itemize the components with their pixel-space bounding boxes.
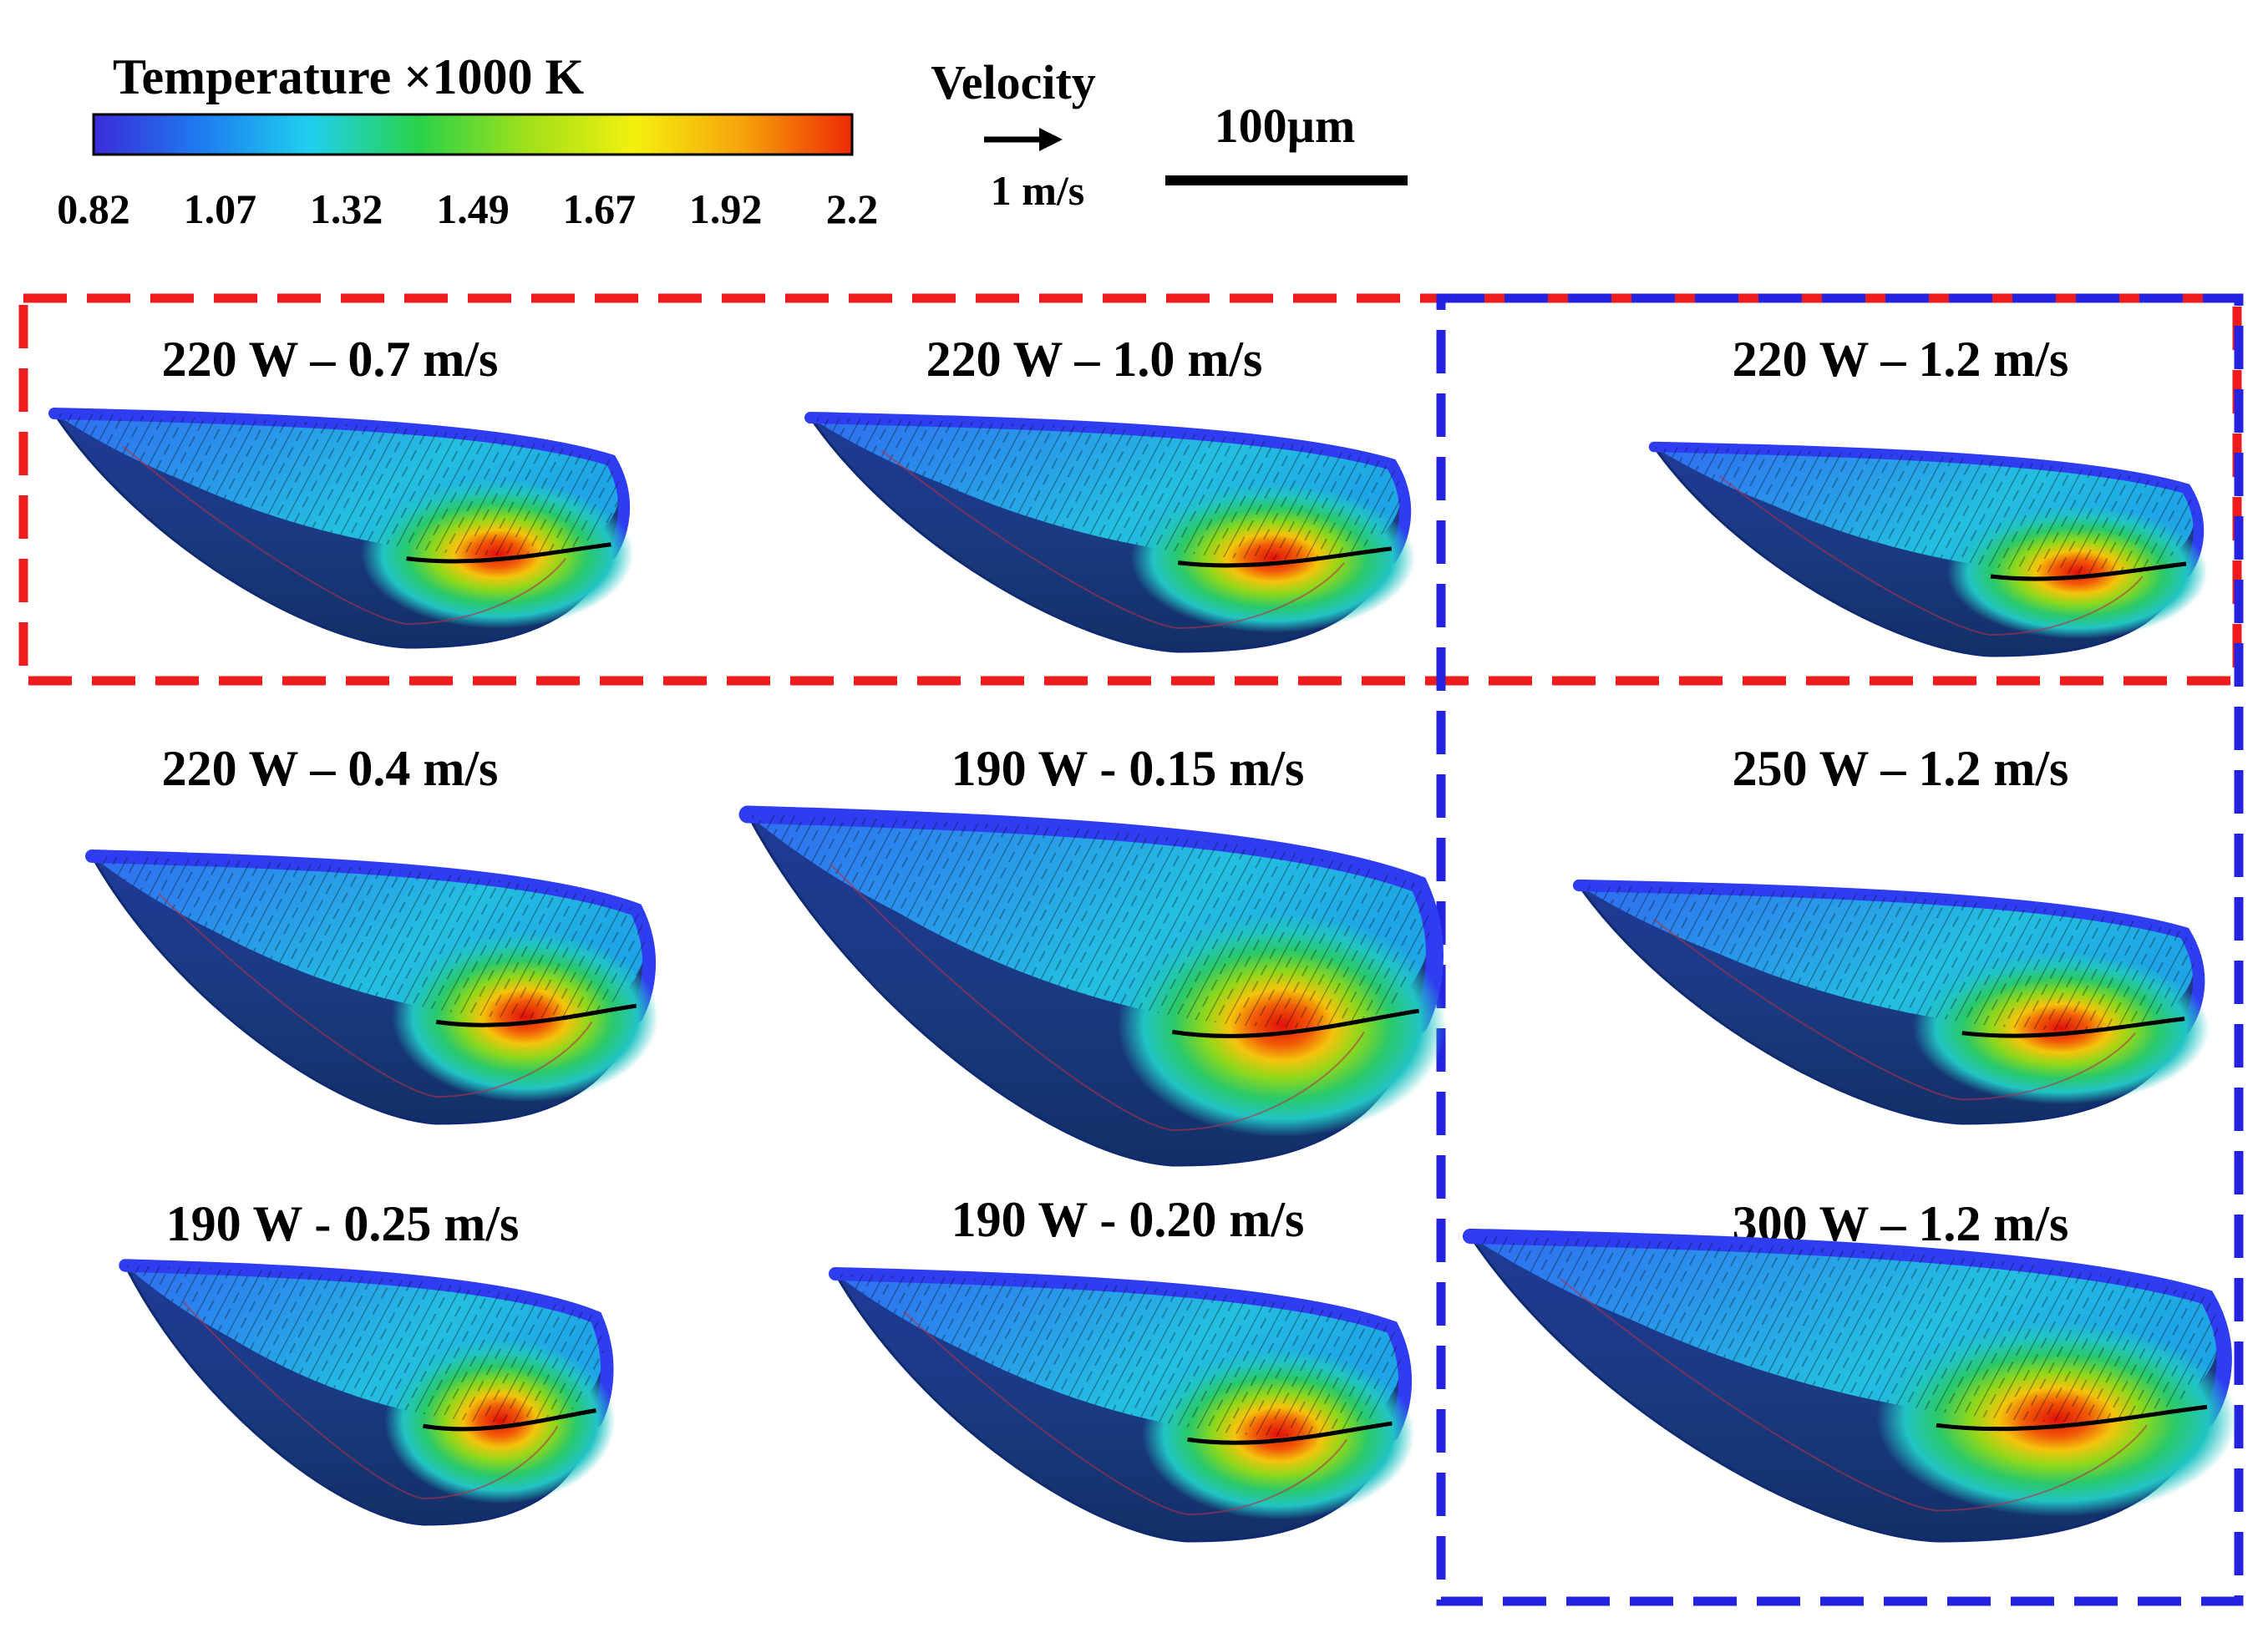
melt-pool-panel: 220 W – 1.2 m/s bbox=[1648, 332, 2208, 657]
pool-condition-label: 220 W – 0.4 m/s bbox=[162, 741, 499, 796]
velocity-legend: Velocity 1 m/s bbox=[931, 55, 1096, 214]
pool-velocity-vectors bbox=[125, 1265, 604, 1423]
colorbar-tick-label: 1.07 bbox=[184, 185, 257, 232]
pool-velocity-vectors bbox=[810, 418, 1401, 560]
constant-power-box bbox=[18, 293, 2242, 686]
pool-inner-contour bbox=[121, 445, 566, 626]
colorbar-title: Temperature ×1000 K bbox=[113, 49, 584, 104]
melt-pool-panel: 220 W – 1.0 m/s bbox=[804, 332, 1416, 653]
pool-condition-label: 220 W – 1.0 m/s bbox=[926, 332, 1263, 387]
colorbar-tick-label: 1.92 bbox=[689, 185, 763, 232]
melt-pool-panel: 220 W – 0.7 m/s bbox=[48, 332, 634, 649]
pool-front-line bbox=[406, 542, 611, 564]
pool-front-line bbox=[423, 1408, 596, 1432]
melt-pool-panel: 190 W - 0.20 m/s bbox=[829, 1192, 1415, 1543]
melt-pool-panel: 250 W – 1.2 m/s bbox=[1572, 741, 2210, 1125]
velocity-legend-label: Velocity bbox=[931, 55, 1096, 109]
colorbar-tick-label: 0.82 bbox=[57, 185, 130, 232]
pool-front-line bbox=[1187, 1421, 1393, 1445]
pool-inner-contour bbox=[182, 1301, 559, 1500]
scale-bar-label: 100µm bbox=[1215, 99, 1356, 153]
pool-condition-label: 220 W – 0.7 m/s bbox=[162, 332, 499, 387]
pool-velocity-vectors bbox=[92, 856, 645, 1019]
pool-front-line bbox=[1172, 1008, 1419, 1038]
melt-pool-panel: 190 W - 0.25 m/s bbox=[119, 1196, 616, 1526]
scale-bar-line bbox=[1165, 175, 1408, 185]
pool-front-line bbox=[1177, 546, 1393, 568]
pool-velocity-vectors bbox=[835, 1274, 1401, 1437]
pool-front-line bbox=[435, 1003, 637, 1027]
pool-front-line bbox=[1961, 1017, 2185, 1038]
temperature-colorbar: Temperature ×1000 K 0.82 1.07 1.32 1.49 1.67… bbox=[57, 49, 878, 232]
pool-velocity-vectors bbox=[54, 413, 620, 556]
velocity-arrow-head-icon bbox=[1039, 128, 1063, 151]
pool-inner-contour bbox=[829, 863, 1365, 1132]
pool-front-line bbox=[1936, 1404, 2208, 1432]
pool-velocity-vectors bbox=[1579, 885, 2194, 1031]
pool-condition-label: 190 W - 0.25 m/s bbox=[166, 1196, 520, 1251]
pool-velocity-vectors bbox=[748, 814, 1430, 1028]
colorbar-gradient bbox=[92, 113, 854, 156]
pool-inner-contour bbox=[1652, 918, 2136, 1101]
colorbar-tick-label: 1.67 bbox=[563, 185, 637, 232]
colorbar-tick-label: 2.2 bbox=[826, 185, 879, 232]
pool-condition-label: 190 W - 0.20 m/s bbox=[951, 1192, 1305, 1247]
pool-condition-label: 250 W – 1.2 m/s bbox=[1733, 741, 2069, 796]
pool-condition-label: 190 W - 0.15 m/s bbox=[951, 741, 1305, 796]
constant-speed-box bbox=[1436, 293, 2244, 1606]
velocity-reference-value: 1 m/s bbox=[991, 167, 1085, 214]
pool-inner-contour bbox=[902, 1311, 1347, 1516]
pool-inner-contour bbox=[1718, 475, 2144, 636]
colorbar-tick-labels: 0.82 1.07 1.32 1.49 1.67 1.92 2.2 bbox=[57, 185, 878, 232]
melt-pool-panels: 220 W – 0.7 m/s 220 W – 1.0 m/s 220 W – 1.… bbox=[48, 332, 2237, 1543]
pool-inner-contour bbox=[158, 893, 593, 1098]
pool-velocity-vectors bbox=[1470, 1236, 2219, 1422]
colorbar-tick-label: 1.49 bbox=[436, 185, 510, 232]
pool-velocity-vectors bbox=[1654, 447, 2194, 575]
pool-front-line bbox=[1990, 561, 2187, 581]
melt-pool-panel: 300 W – 1.2 m/s bbox=[1462, 1196, 2237, 1543]
melt-pool-panel: 220 W – 0.4 m/s bbox=[85, 741, 659, 1125]
pool-condition-label: 220 W – 1.2 m/s bbox=[1733, 332, 2069, 387]
melt-pool-panel: 190 W - 0.15 m/s bbox=[738, 741, 1447, 1167]
pool-inner-contour bbox=[880, 449, 1345, 630]
pool-inner-contour bbox=[1560, 1278, 2148, 1512]
group-boxes bbox=[18, 293, 2244, 1606]
colorbar-tick-label: 1.32 bbox=[310, 185, 383, 232]
scale-bar: 100µm bbox=[1165, 99, 1408, 185]
